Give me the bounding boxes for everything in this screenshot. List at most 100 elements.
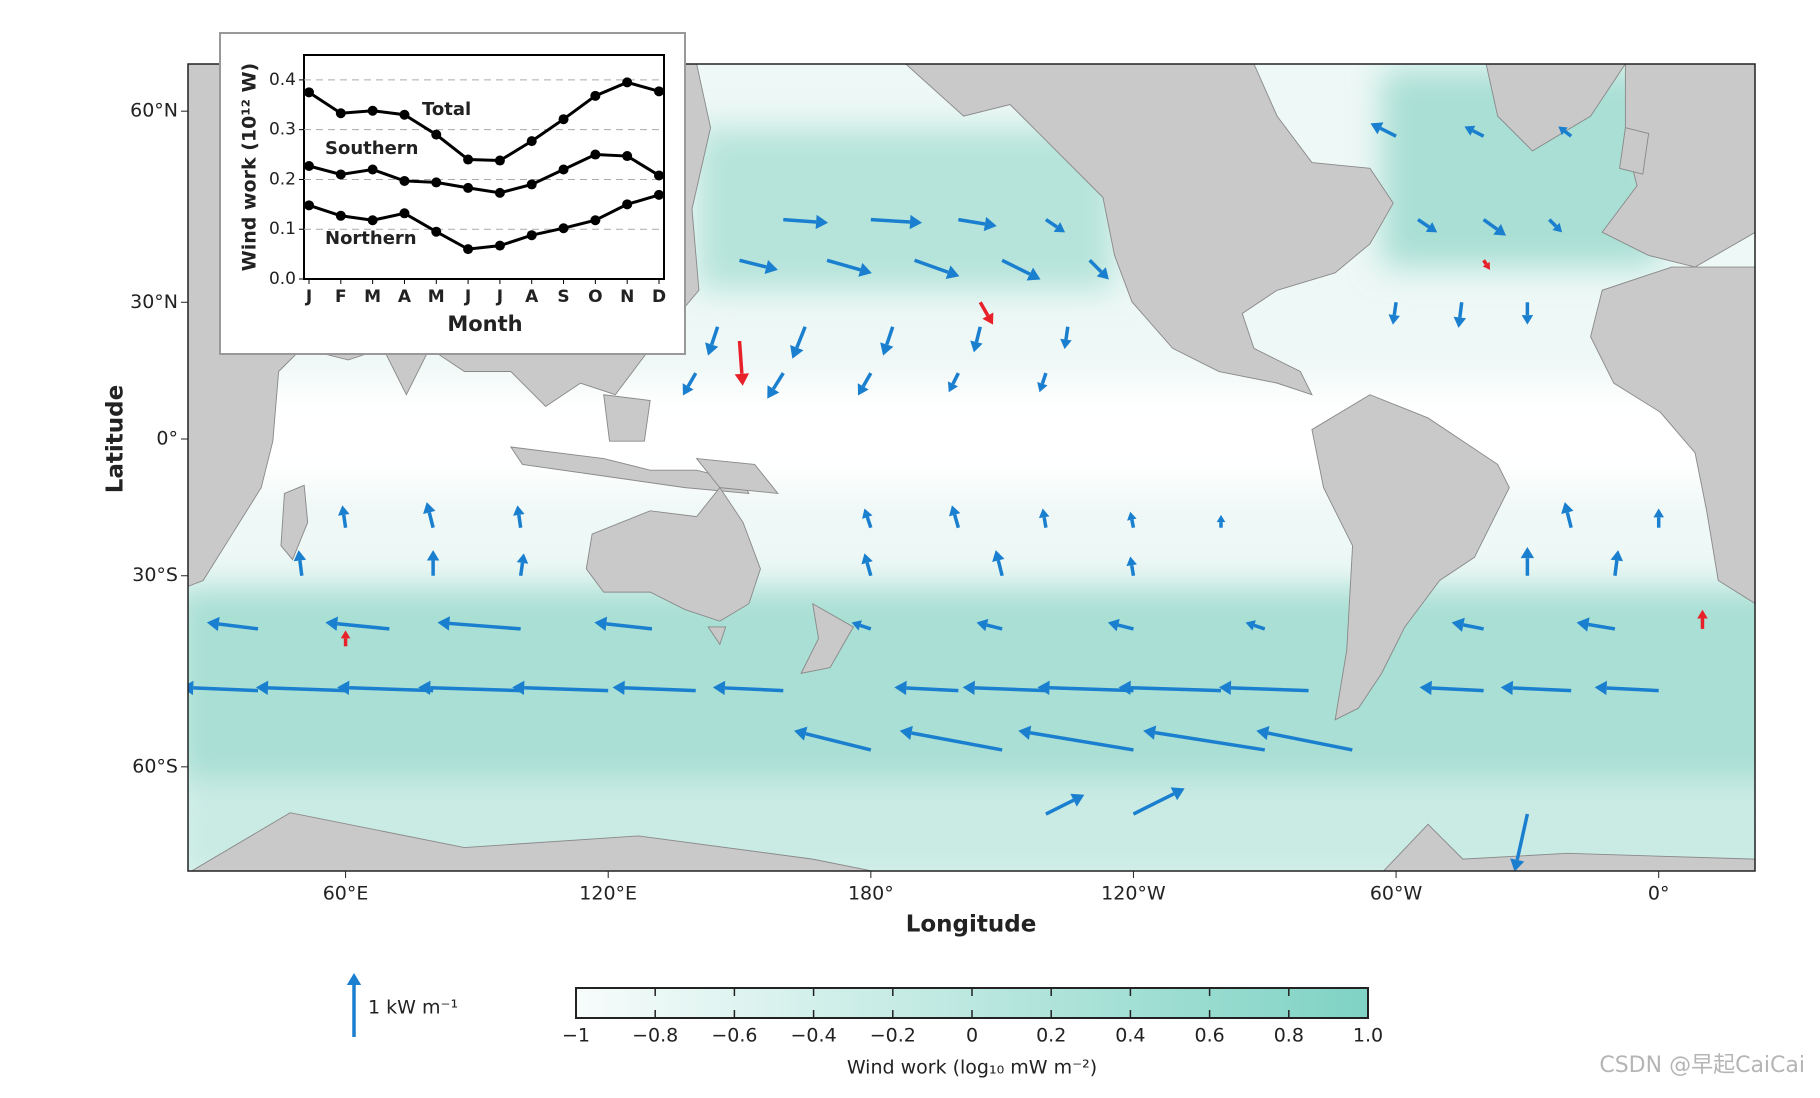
arrow-head (1218, 680, 1232, 696)
series-point (590, 215, 601, 226)
vector-arrow (1018, 725, 1134, 752)
arrow-shaft (1230, 686, 1309, 693)
vector-arrow (1594, 680, 1659, 696)
vector-arrow (594, 616, 653, 631)
arrow-head (948, 505, 961, 517)
colorbar: −1 −0.8 −0.6 −0.4 −0.2 0 0.2 0.4 0.6 0.8 1.0 Wind w… (562, 987, 1383, 1079)
vector-arrow (1001, 258, 1041, 281)
vector-arrow (970, 326, 983, 353)
series-point (494, 187, 505, 198)
vector-arrow (712, 680, 784, 696)
inset-axes (303, 54, 665, 280)
map-frame (187, 63, 1756, 872)
legend-label: 1 kW m⁻¹ (368, 997, 458, 1019)
arrow-shaft (1045, 798, 1075, 816)
arrow-shaft (518, 562, 525, 576)
arrow-head (338, 505, 350, 516)
arrow-shaft (1049, 686, 1134, 693)
arrow-head (418, 680, 431, 695)
arrow-shaft (1129, 564, 1136, 577)
arrow-head (909, 214, 923, 230)
arrow-head (851, 620, 862, 631)
arrow-shaft (1117, 623, 1134, 631)
arrow-head (1510, 858, 1525, 871)
arrow-head (512, 680, 525, 695)
arrow-shaft (1431, 686, 1484, 693)
arrow-shaft (1267, 731, 1353, 752)
y-axis-label: Latitude (103, 385, 129, 494)
y-tick-label: 60°N (130, 100, 178, 122)
vector-arrow (512, 680, 609, 695)
arrow-shaft (1392, 302, 1398, 316)
arrow-shaft (1606, 686, 1659, 693)
series-point (622, 199, 633, 210)
arrow-head (947, 381, 958, 393)
vector-arrow (705, 326, 720, 356)
arrow-shaft (1563, 129, 1573, 138)
vector-arrow (1218, 680, 1309, 696)
vector-arrow (1451, 617, 1484, 632)
arrow-head (794, 726, 808, 741)
inset-frame (219, 32, 686, 355)
arrow-shaft (911, 731, 1003, 752)
colorbar-tick-label: −1 (562, 1025, 590, 1047)
vector-arrow (346, 973, 362, 1037)
arrow-shaft (624, 686, 696, 693)
arrow-shaft (1463, 623, 1484, 631)
inset-y-label: Wind work (10¹² W) (239, 63, 261, 271)
arrow-shaft (1515, 813, 1530, 861)
reference-legend: 1 kW m⁻¹ (346, 973, 458, 1037)
vector-arrow (1216, 514, 1226, 528)
x-tick-label: A (525, 287, 539, 307)
colorbar-label: Wind work (log₁₀ mW m⁻²) (847, 1057, 1097, 1079)
series-point (558, 114, 569, 125)
arrow-head (1594, 680, 1608, 696)
x-tick-label: 0° (1648, 883, 1670, 905)
vector-arrow (734, 340, 750, 386)
series-label: Northern (325, 228, 417, 249)
arrow-head (1127, 511, 1137, 521)
vector-arrow (1482, 259, 1491, 270)
series-point (590, 90, 601, 101)
arrow-head (1552, 222, 1563, 233)
vector-arrow (1561, 502, 1574, 529)
arrow-shaft (1472, 129, 1485, 138)
vector-arrow (783, 214, 829, 230)
arrow-head (1018, 725, 1032, 740)
arrow-shaft (1253, 623, 1266, 631)
arrow-head (734, 373, 750, 386)
y-tick-label: 0° (156, 428, 178, 450)
vector-arrow (188, 680, 259, 696)
series-point (654, 86, 664, 97)
arrow-shaft (1416, 218, 1431, 229)
inset-x-label: Month (447, 312, 522, 336)
colorbar-tick-label: 0.6 (1194, 1025, 1224, 1047)
vector-arrow (1045, 793, 1085, 816)
y-tick-label: 0.1 (269, 219, 296, 239)
arrow-head (1653, 508, 1664, 518)
vector-arrow (293, 550, 307, 576)
vector-arrow (894, 680, 959, 696)
x-tick-label: O (588, 287, 602, 307)
colorbar-tick-label: 1.0 (1353, 1025, 1383, 1047)
arrow-head (880, 342, 894, 356)
series-point (431, 226, 442, 237)
vector-arrow (1126, 556, 1137, 577)
series-point (654, 170, 664, 181)
arrow-head (594, 616, 608, 631)
arrow-shaft (1088, 259, 1103, 274)
arrow-head (976, 618, 989, 632)
arrow-shaft (826, 258, 861, 272)
arrow-head (1388, 314, 1400, 325)
arrow-shaft (298, 560, 304, 576)
arrow-head (513, 505, 525, 516)
x-tick-label: N (620, 287, 634, 307)
series-point (399, 208, 410, 219)
series-point (494, 155, 505, 166)
watermark: CSDN @早起CaiCai (1599, 1053, 1805, 1078)
arrow-shaft (958, 217, 986, 226)
vector-arrow (1419, 680, 1484, 696)
x-tick-label: M (428, 287, 445, 307)
vector-arrow (1388, 302, 1400, 325)
series-point (304, 87, 314, 98)
